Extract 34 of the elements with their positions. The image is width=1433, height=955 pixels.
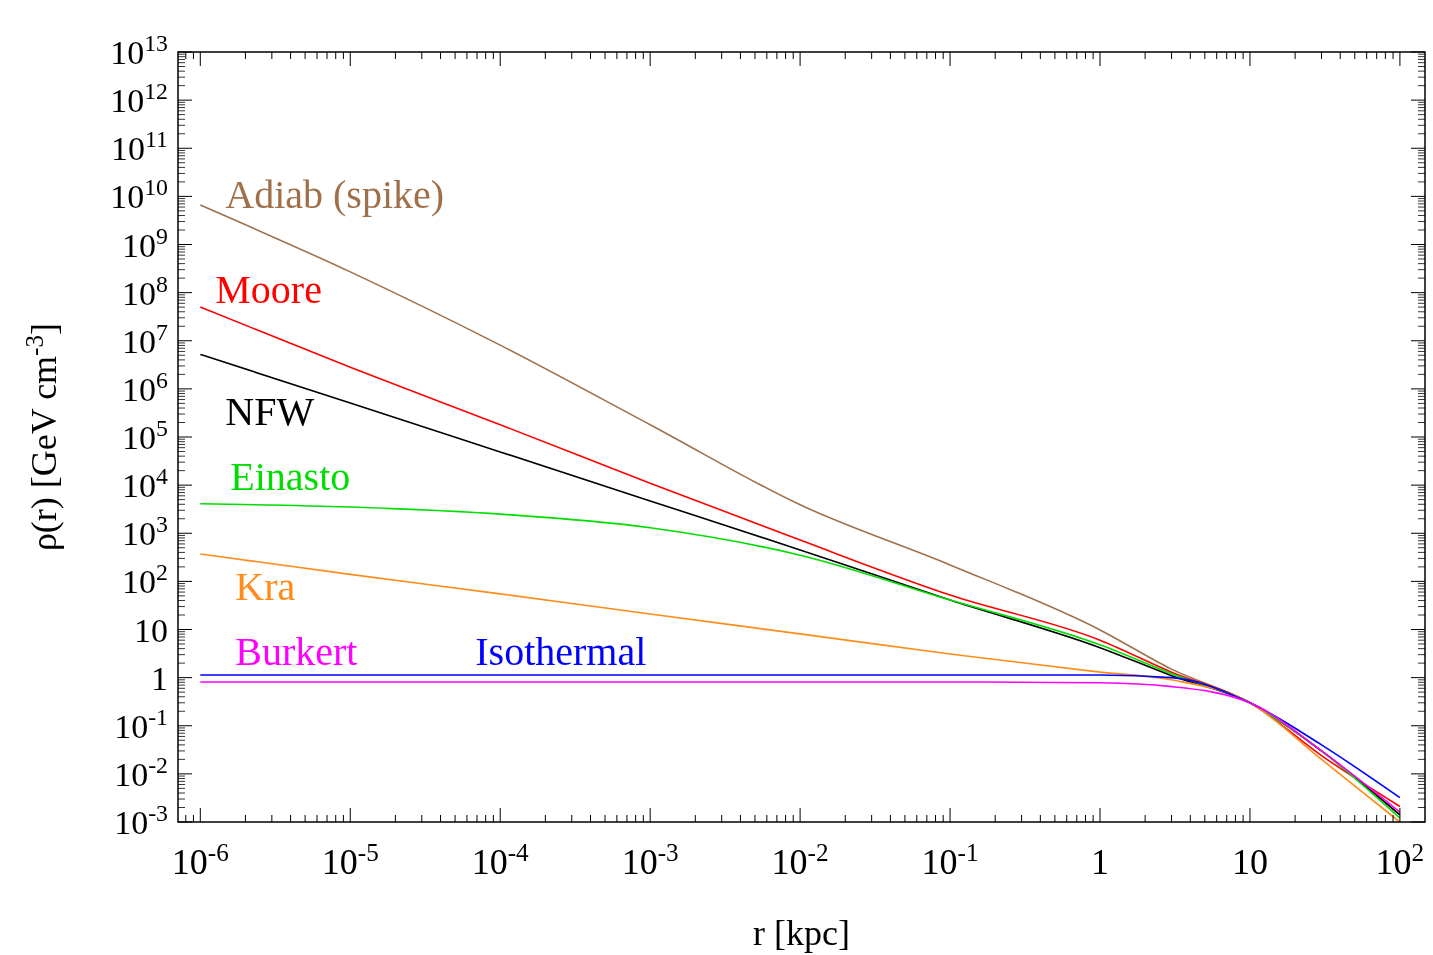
y-tick-label: 10$^{6}$ (122, 366, 169, 408)
y-tick-label: 10$^{7}$ (122, 318, 169, 360)
y-tick-label: 10$^{10}$ (110, 174, 168, 216)
y-tick-label: 10$^{3}$ (122, 511, 168, 553)
series-label: Adiab (spike) (225, 172, 445, 218)
x-tick-label: 10$^{-5}$ (321, 838, 379, 882)
x-tick-label: 10$^{-4}$ (471, 838, 530, 882)
series-label: NFW (225, 389, 315, 435)
x-tick-label: 10 (1231, 842, 1268, 882)
series-label: Burkert (235, 629, 358, 675)
y-tick-label: 10$^{9}$ (122, 222, 168, 264)
series-label: Isothermal (475, 629, 647, 675)
x-axis-title: r [kpc] (753, 913, 850, 953)
y-tick-label: 10$^{11}$ (111, 126, 168, 168)
y-tick-label: 10$^{-3}$ (114, 800, 168, 841)
y-tick-label: 10$^{4}$ (122, 463, 169, 505)
y-tick-label: 10$^{-2}$ (114, 751, 168, 793)
y-tick-label: 10$^{8}$ (122, 270, 168, 312)
y-tick-label: 10 (134, 611, 168, 649)
y-tick-label: 10$^{2}$ (122, 559, 168, 601)
y-tick-label: 10$^{13}$ (110, 30, 168, 71)
y-tick-label: 1 (151, 659, 168, 697)
x-tick-label: 10$^{2}$ (1375, 838, 1425, 882)
x-tick-label: 10$^{-6}$ (171, 838, 229, 882)
y-tick-label: 10$^{12}$ (110, 78, 168, 120)
x-tick-label: 10$^{-3}$ (621, 838, 679, 882)
x-tick-label: 1 (1091, 842, 1110, 882)
x-tick-label: 10$^{-2}$ (771, 838, 829, 882)
x-tick-label: 10$^{-1}$ (921, 838, 979, 882)
series-label: Kra (235, 564, 296, 610)
y-tick-label: 10$^{5}$ (122, 415, 168, 456)
y-tick-label: 10$^{-1}$ (114, 703, 168, 745)
series-label: Einasto (230, 453, 351, 499)
series-label: Moore (215, 267, 322, 313)
